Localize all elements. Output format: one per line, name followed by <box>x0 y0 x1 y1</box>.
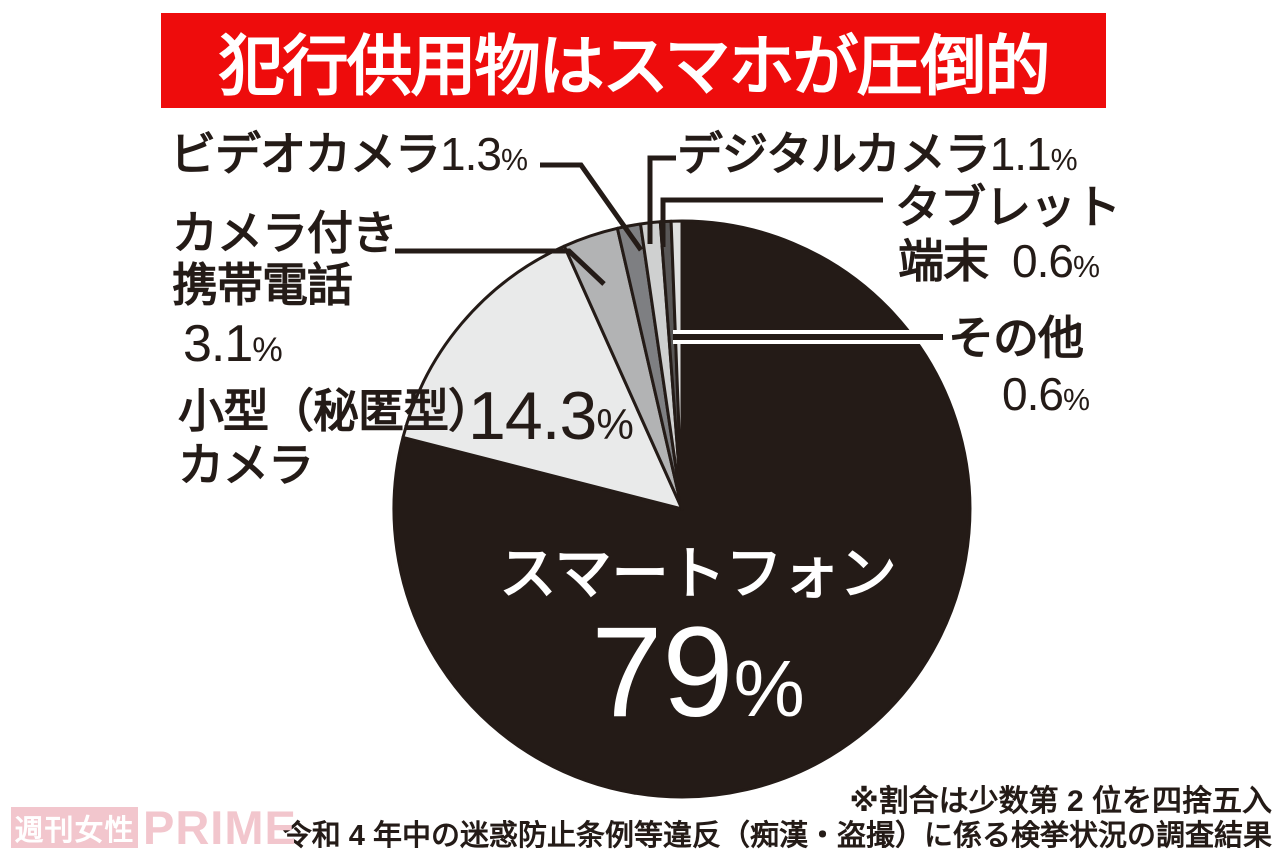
slice-label-camera-phone-line1: カメラ付き <box>172 207 398 259</box>
note-rounding: ※割合は少数第 2 位を四捨五入 <box>849 785 1272 818</box>
slice-label-other: その他 <box>948 312 1084 364</box>
watermark: 週刊女性 PRIME <box>11 804 297 851</box>
leader-line <box>540 162 644 252</box>
slice-value-smartphone: 79% <box>591 601 805 744</box>
pie-slice-0 <box>392 219 972 799</box>
pie-slice-1 <box>401 244 684 511</box>
slice-label-smartphone: スマートフォン 79% <box>499 542 897 744</box>
page-title: 犯行供用物はスマホが圧倒的 <box>218 28 1050 103</box>
slice-label-tablet-line2: 端末 0.6% <box>898 235 1100 287</box>
slice-label-small-camera-line2: カメラ <box>178 439 314 491</box>
slice-value-camera-phone: 3.1% <box>183 315 283 373</box>
watermark-logo-box: 週刊女性 <box>11 807 138 848</box>
slice-label-small-camera-line1: 小型（秘匿型） <box>178 385 494 437</box>
leader-line <box>395 248 606 286</box>
slice-value-small-camera: 14.3% <box>468 378 634 454</box>
slice-label-tablet-line1: タブレット <box>895 181 1121 233</box>
pie-slice-6 <box>669 219 684 511</box>
watermark-prime-text: PRIME <box>143 801 297 854</box>
slice-value-other: 0.6% <box>1002 368 1090 420</box>
leader-line <box>660 197 883 247</box>
slice-label-camera-phone-line2: 携帯電話 <box>172 259 353 311</box>
slice-label-digital-camera: デジタルカメラ1.1% <box>677 128 1078 180</box>
note-source: 令和 4 年中の迷惑防止条例等違反（痴漢・盗撮）に係る検挙状況の調査結果 <box>282 820 1272 852</box>
title-banner: 犯行供用物はスマホが圧倒的 <box>161 13 1106 108</box>
leader-line <box>647 155 676 244</box>
slice-label-video-camera: ビデオカメラ1.3% <box>170 128 528 180</box>
